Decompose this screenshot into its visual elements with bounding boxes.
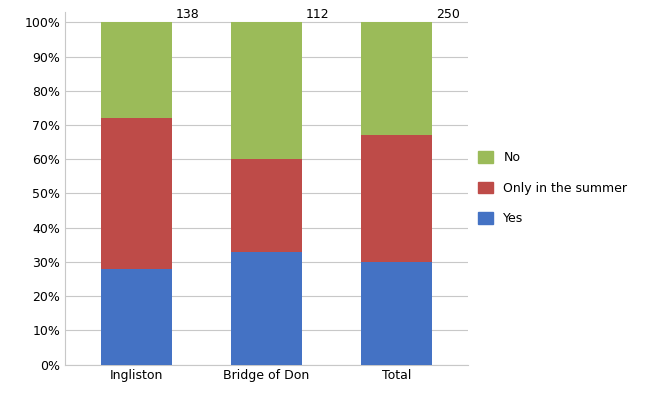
- Bar: [101, 118, 172, 269]
- Bar: [231, 159, 302, 252]
- Text: 138: 138: [176, 8, 200, 21]
- Legend: No, Only in the summer, Yes: No, Only in the summer, Yes: [478, 151, 627, 225]
- Bar: [361, 22, 432, 135]
- Text: 112: 112: [306, 8, 330, 21]
- Bar: [231, 22, 302, 159]
- Bar: [231, 252, 302, 364]
- Bar: [361, 135, 432, 262]
- Bar: [361, 262, 432, 364]
- Bar: [101, 22, 172, 118]
- Text: 250: 250: [436, 8, 460, 21]
- Bar: [101, 269, 172, 364]
